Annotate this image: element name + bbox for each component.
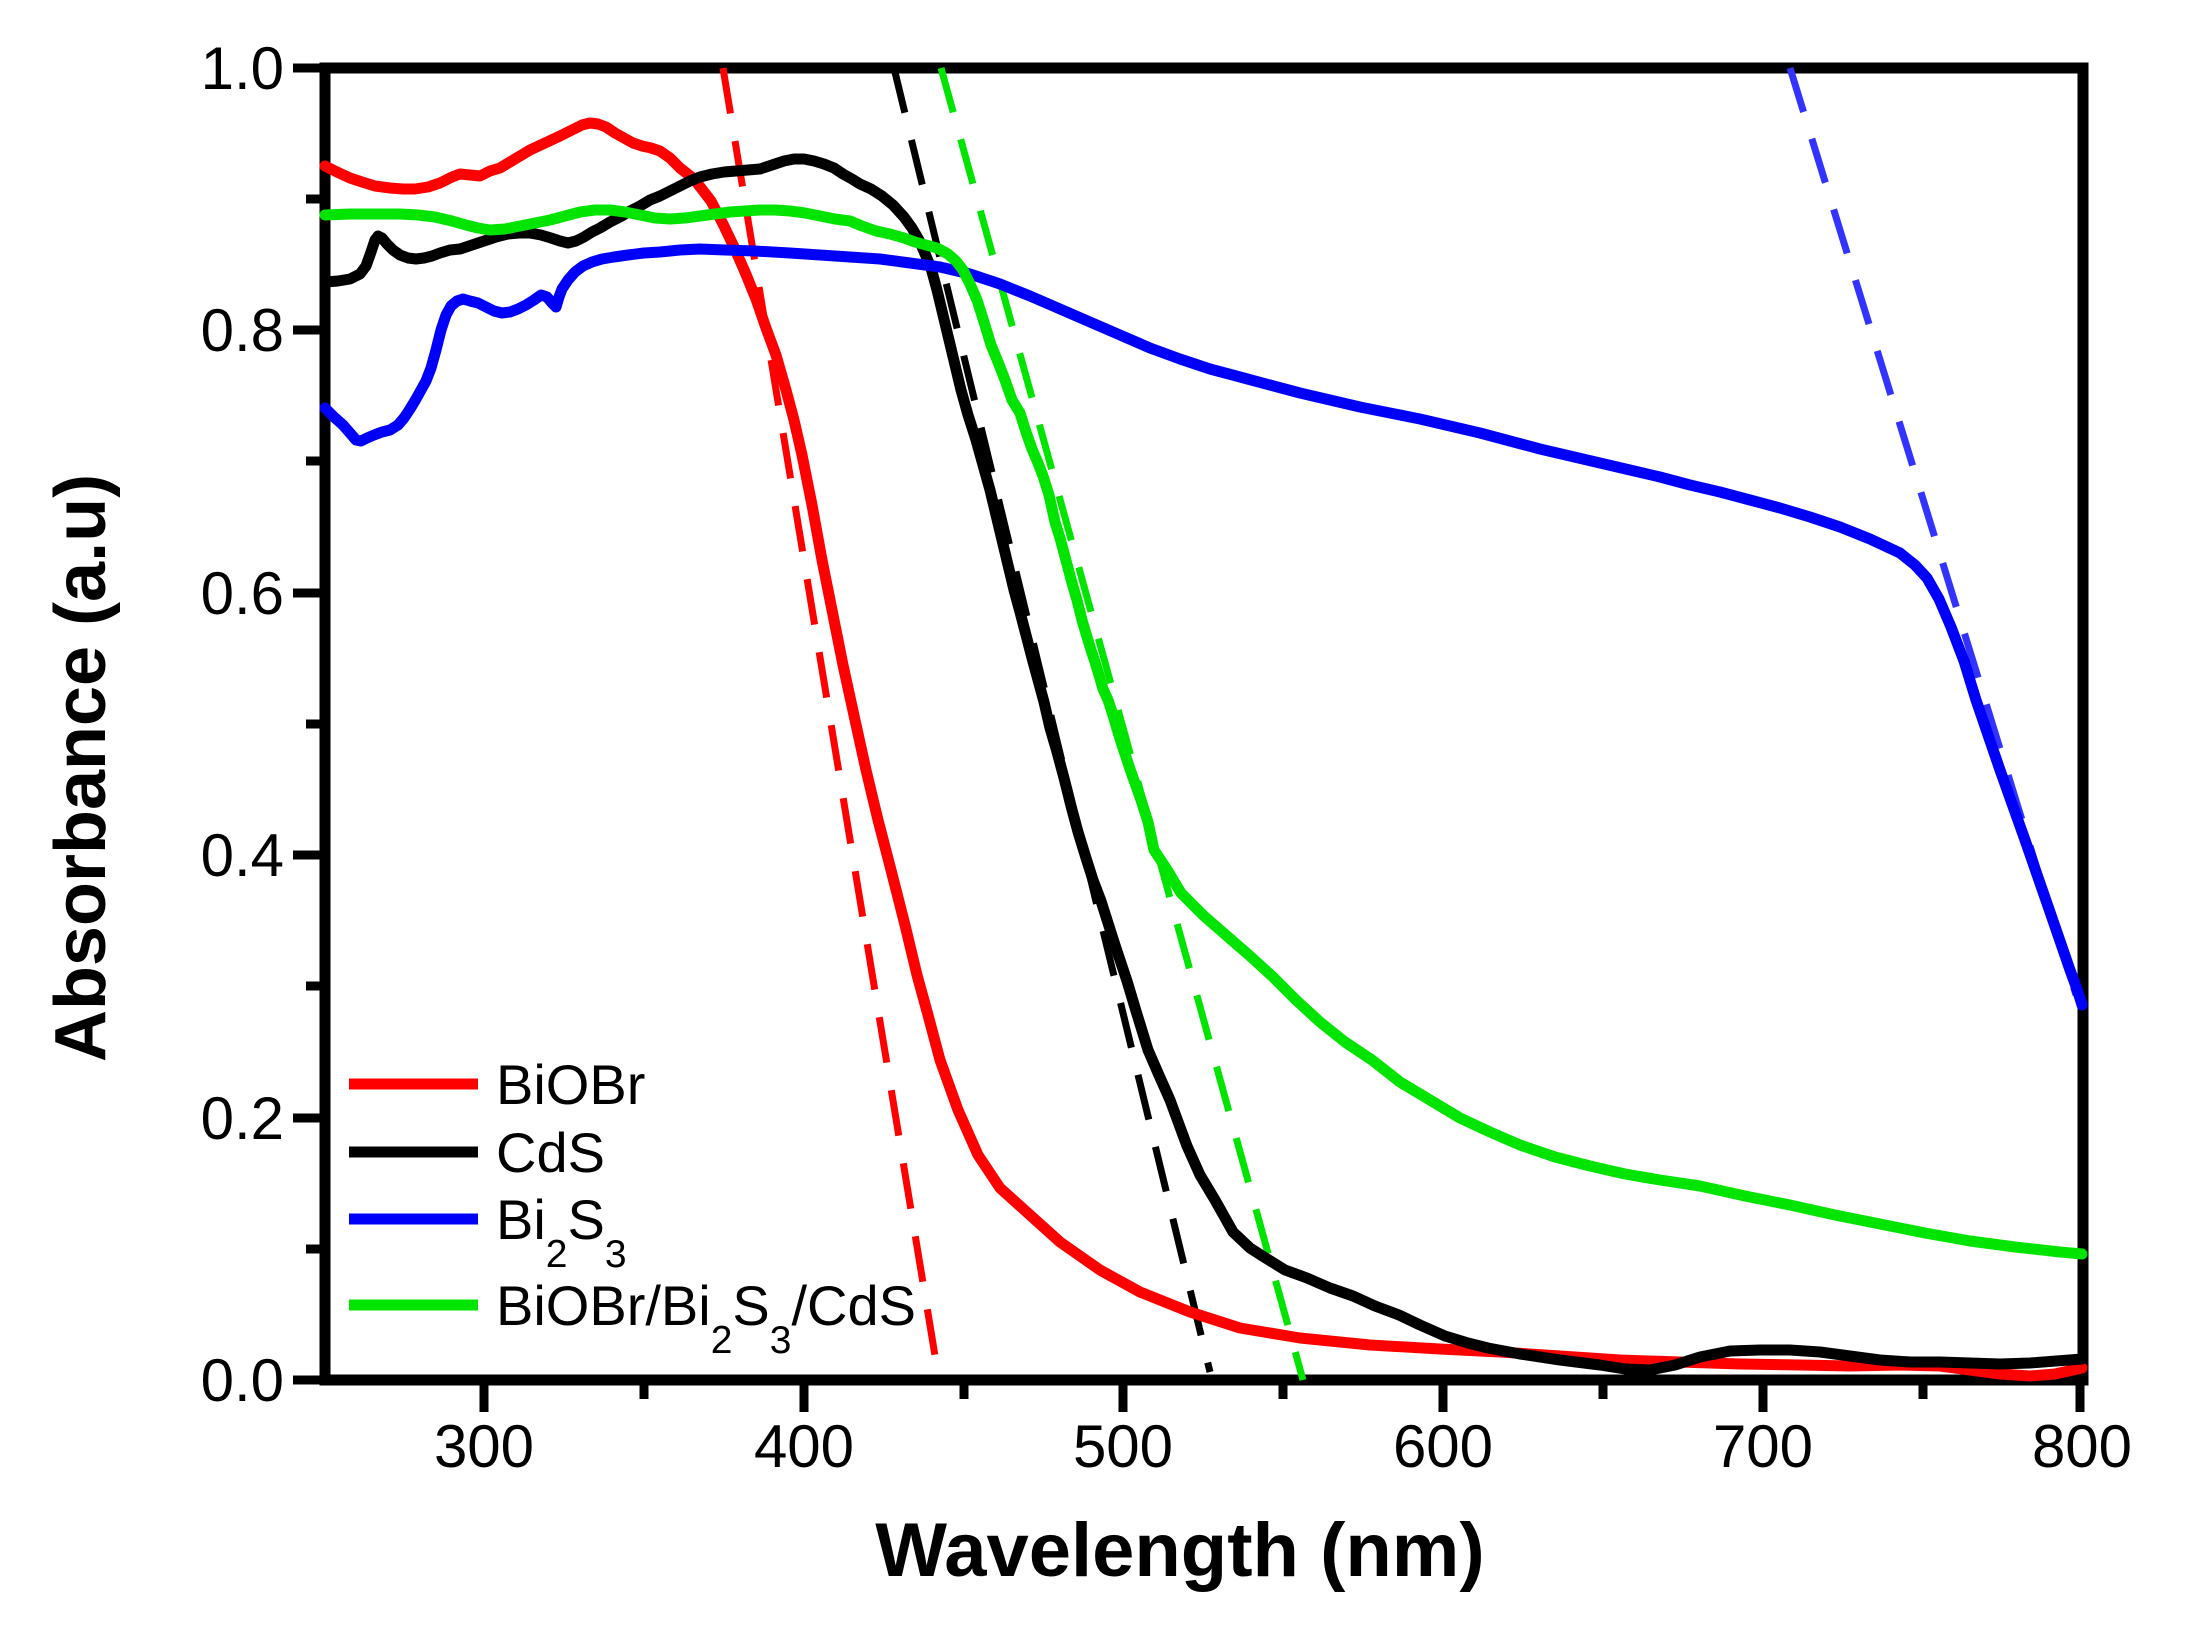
- svg-text:Wavelength (nm): Wavelength (nm): [875, 1508, 1484, 1593]
- svg-text:BiOBr: BiOBr: [496, 1053, 645, 1116]
- svg-text:0.8: 0.8: [201, 297, 284, 364]
- svg-text:300: 300: [434, 1413, 534, 1480]
- svg-text:0.6: 0.6: [201, 560, 284, 627]
- svg-text:0.4: 0.4: [201, 822, 284, 889]
- svg-text:Absorbance (a.u): Absorbance (a.u): [41, 474, 121, 1062]
- svg-text:800: 800: [2032, 1413, 2132, 1480]
- svg-text:700: 700: [1713, 1413, 1813, 1480]
- svg-text:400: 400: [754, 1413, 854, 1480]
- svg-text:500: 500: [1073, 1413, 1173, 1480]
- svg-text:600: 600: [1393, 1413, 1493, 1480]
- svg-text:0.2: 0.2: [201, 1085, 284, 1152]
- svg-text:CdS: CdS: [496, 1121, 605, 1184]
- svg-text:0.0: 0.0: [201, 1347, 284, 1414]
- svg-text:1.0: 1.0: [201, 35, 284, 102]
